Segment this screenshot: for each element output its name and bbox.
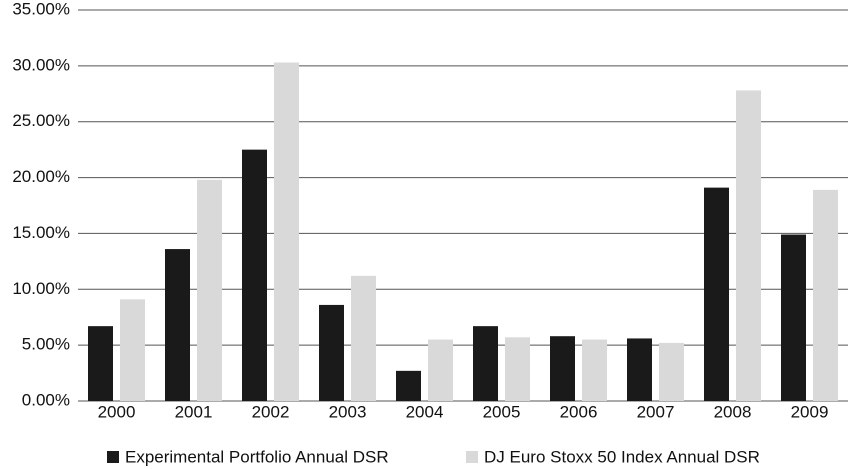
y-tick-label: 30.00% [12,55,70,74]
y-tick-label: 0.00% [22,390,70,409]
y-tick-label: 35.00% [12,0,70,18]
bar [582,339,607,401]
x-tick-label: 2003 [329,402,367,421]
x-tick-label: 2007 [637,402,675,421]
x-tick-label: 2005 [483,402,521,421]
bar [351,275,376,401]
y-tick-label: 5.00% [22,335,70,354]
bar [627,338,652,401]
bar [813,189,838,401]
x-tick-label: 2001 [175,402,213,421]
legend-swatch [107,451,119,463]
bar [550,336,575,401]
y-tick-label: 15.00% [12,223,70,242]
y-tick-label: 20.00% [12,167,70,186]
legend-swatch [466,451,478,463]
x-tick-label: 2004 [406,402,444,421]
bar [242,149,267,401]
bar [505,337,530,401]
bar [319,304,344,401]
bar [428,339,453,401]
bar [165,249,190,401]
y-tick-label: 25.00% [12,111,70,130]
bar [120,299,145,401]
x-tick-label: 2006 [560,402,598,421]
x-tick-label: 2002 [252,402,290,421]
bar [88,326,113,401]
legend-label: Experimental Portfolio Annual DSR [125,447,389,466]
bar [736,90,761,401]
bar [396,370,421,401]
bar [659,342,684,401]
y-tick-label: 10.00% [12,279,70,298]
x-tick-label: 2009 [791,402,829,421]
x-tick-label: 2000 [98,402,136,421]
bar [473,326,498,401]
legend-label: DJ Euro Stoxx 50 Index Annual DSR [484,447,760,466]
bar [781,234,806,401]
x-tick-label: 2008 [714,402,752,421]
bar [197,179,222,401]
bar [274,62,299,402]
bar [704,187,729,401]
